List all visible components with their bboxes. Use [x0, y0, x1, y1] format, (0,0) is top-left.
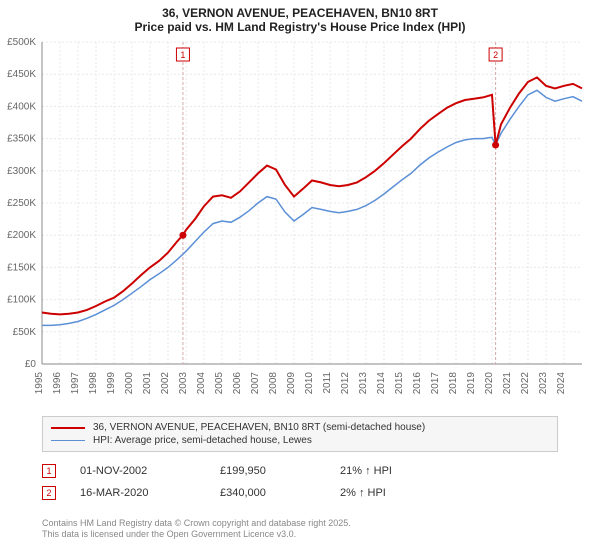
marker-delta: 21% ↑ HPI	[340, 465, 460, 477]
title-address: 36, VERNON AVENUE, PEACEHAVEN, BN10 8RT	[0, 6, 600, 20]
marker-date: 16-MAR-2020	[80, 487, 220, 499]
marker-date: 01-NOV-2002	[80, 465, 220, 477]
marker-row: 1 01-NOV-2002£199,95021% ↑ HPI	[42, 460, 558, 482]
svg-text:2013: 2013	[358, 372, 369, 395]
chart-area: £0 £50K £100K £150K £200K £250K £300K £350K £400…	[0, 38, 600, 408]
legend-swatch	[51, 427, 85, 429]
marker-price: £340,000	[220, 487, 340, 499]
footnote: Contains HM Land Registry data © Crown c…	[42, 518, 558, 541]
legend-label: 36, VERNON AVENUE, PEACEHAVEN, BN10 8RT …	[93, 422, 425, 433]
svg-text:1999: 1999	[106, 372, 117, 395]
svg-text:2015: 2015	[394, 372, 405, 395]
svg-text:2012: 2012	[340, 372, 351, 395]
svg-text:£350K: £350K	[7, 134, 36, 145]
marker-table: 1 01-NOV-2002£199,95021% ↑ HPI 2 16-MAR-202…	[42, 460, 558, 504]
svg-text:2020: 2020	[484, 372, 495, 395]
svg-text:1998: 1998	[88, 372, 99, 395]
svg-text:£400K: £400K	[7, 101, 36, 112]
legend: 36, VERNON AVENUE, PEACEHAVEN, BN10 8RT …	[42, 416, 558, 452]
chart-container: 36, VERNON AVENUE, PEACEHAVEN, BN10 8RT …	[0, 0, 600, 560]
svg-text:2011: 2011	[322, 372, 333, 394]
svg-text:2001: 2001	[142, 372, 153, 395]
svg-text:2003: 2003	[178, 372, 189, 395]
footnote-line2: This data is licensed under the Open Gov…	[42, 529, 558, 540]
svg-text:2016: 2016	[412, 372, 423, 395]
svg-text:£300K: £300K	[7, 166, 36, 177]
svg-text:2004: 2004	[196, 372, 207, 395]
legend-swatch	[51, 440, 85, 442]
chart-svg: £0 £50K £100K £150K £200K £250K £300K £350K £400…	[0, 38, 600, 408]
svg-text:2024: 2024	[556, 372, 567, 395]
svg-text:1995: 1995	[34, 372, 45, 395]
svg-text:£0: £0	[25, 359, 37, 370]
svg-text:£150K: £150K	[7, 262, 36, 273]
footnote-line1: Contains HM Land Registry data © Crown c…	[42, 518, 558, 529]
marker-delta: 2% ↑ HPI	[340, 487, 460, 499]
svg-text:2009: 2009	[286, 372, 297, 395]
svg-text:2022: 2022	[520, 372, 531, 395]
legend-label: HPI: Average price, semi-detached house,…	[93, 435, 312, 446]
svg-text:£50K: £50K	[13, 327, 37, 338]
svg-text:2008: 2008	[268, 372, 279, 395]
svg-text:2002: 2002	[160, 372, 171, 395]
svg-text:£450K: £450K	[7, 69, 36, 80]
svg-text:£250K: £250K	[7, 198, 36, 209]
title-subtitle: Price paid vs. HM Land Registry's House …	[0, 20, 600, 34]
marker-row: 2 16-MAR-2020£340,0002% ↑ HPI	[42, 482, 558, 504]
svg-text:2: 2	[493, 50, 498, 60]
svg-text:1997: 1997	[70, 372, 81, 395]
svg-text:2023: 2023	[538, 372, 549, 395]
marker-price: £199,950	[220, 465, 340, 477]
svg-text:2000: 2000	[124, 372, 135, 395]
svg-text:2014: 2014	[376, 372, 387, 395]
svg-text:2005: 2005	[214, 372, 225, 395]
svg-text:2018: 2018	[448, 372, 459, 395]
svg-text:2021: 2021	[502, 372, 513, 395]
legend-row: HPI: Average price, semi-detached house,…	[51, 434, 549, 447]
legend-row: 36, VERNON AVENUE, PEACEHAVEN, BN10 8RT …	[51, 421, 549, 434]
marker-badge: 2	[42, 486, 56, 500]
svg-text:£200K: £200K	[7, 230, 36, 241]
svg-text:1: 1	[180, 50, 185, 60]
svg-text:£500K: £500K	[7, 38, 36, 48]
svg-text:2006: 2006	[232, 372, 243, 395]
svg-text:2010: 2010	[304, 372, 315, 395]
marker-badge: 1	[42, 464, 56, 478]
svg-text:2019: 2019	[466, 372, 477, 395]
svg-text:£100K: £100K	[7, 295, 36, 306]
svg-text:2007: 2007	[250, 372, 261, 395]
svg-text:2017: 2017	[430, 372, 441, 395]
svg-text:1996: 1996	[52, 372, 63, 395]
title-area: 36, VERNON AVENUE, PEACEHAVEN, BN10 8RT …	[0, 0, 600, 38]
